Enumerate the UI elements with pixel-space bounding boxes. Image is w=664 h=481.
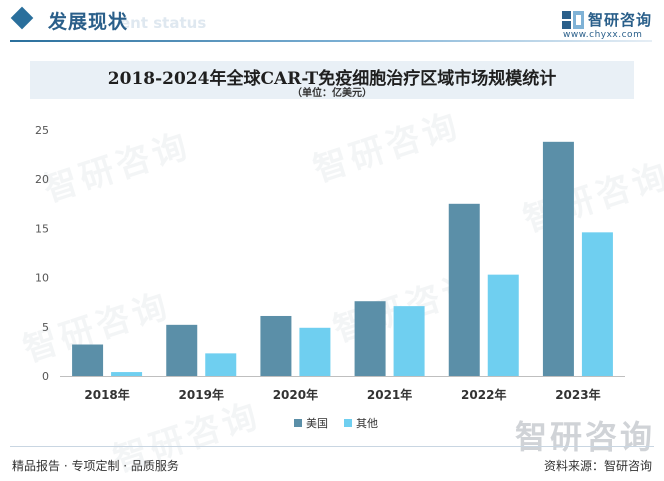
section-subtitle: ent status xyxy=(120,14,207,32)
bar-usa xyxy=(72,344,104,376)
bar-usa xyxy=(354,301,386,376)
footer-divider xyxy=(10,446,654,447)
x-tick-label: 2021年 xyxy=(367,387,412,402)
chart-title: 2018-2024年全球CAR-T免疫细胞治疗区域市场规模统计 xyxy=(107,69,557,89)
header-divider xyxy=(10,40,652,42)
y-tick-label: 20 xyxy=(35,173,49,186)
section-title: 发展现状 xyxy=(48,11,129,33)
y-tick-label: 0 xyxy=(42,370,49,383)
section-header: ent status 发展现状 智研咨询 www.chyxx.com xyxy=(0,0,664,46)
chart-unit: （单位：亿美元） xyxy=(292,88,372,99)
footer-tagline: 精品报告 · 专项定制 · 品质服务 xyxy=(12,459,179,473)
bar-usa xyxy=(260,315,292,376)
x-tick-label: 2018年 xyxy=(84,387,129,402)
x-tick-label: 2023年 xyxy=(555,387,600,402)
bar-usa xyxy=(542,141,574,376)
y-tick-label: 5 xyxy=(42,321,49,334)
x-tick-label: 2019年 xyxy=(179,387,224,402)
legend-swatch xyxy=(344,419,352,427)
bar-usa xyxy=(448,203,480,376)
legend-swatch xyxy=(294,419,302,427)
brand-url: www.chyxx.com xyxy=(563,30,643,40)
y-tick-label: 10 xyxy=(35,272,49,285)
bar-usa xyxy=(166,324,198,376)
bar-other xyxy=(393,306,425,376)
bar-other xyxy=(487,274,519,376)
x-tick-label: 2020年 xyxy=(273,387,318,402)
brand-name: 智研咨询 xyxy=(588,11,653,29)
y-tick-label: 15 xyxy=(35,222,49,235)
bar-other xyxy=(205,353,237,376)
watermark: 智研咨询 xyxy=(515,418,656,456)
y-tick-label: 25 xyxy=(35,124,49,137)
legend-label: 美国 xyxy=(306,417,328,430)
bar-other xyxy=(581,232,613,376)
brand-logo-icon xyxy=(562,11,584,29)
bar-other xyxy=(111,372,143,376)
footer-source: 资料来源：智研咨询 xyxy=(543,459,652,473)
title-band xyxy=(30,61,634,99)
bar-other xyxy=(299,327,331,376)
legend-label: 其他 xyxy=(356,417,378,430)
x-tick-label: 2022年 xyxy=(461,387,506,402)
